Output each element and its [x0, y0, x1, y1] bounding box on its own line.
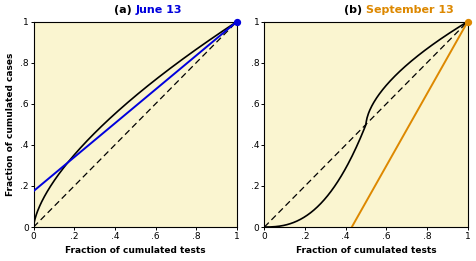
X-axis label: Fraction of cumulated tests: Fraction of cumulated tests: [65, 246, 205, 256]
X-axis label: Fraction of cumulated tests: Fraction of cumulated tests: [295, 246, 436, 256]
Y-axis label: Fraction of cumulated cases: Fraction of cumulated cases: [6, 53, 15, 196]
Point: [233, 20, 240, 24]
Text: (b): (b): [343, 5, 365, 15]
Text: September 13: September 13: [365, 5, 453, 15]
Text: June 13: June 13: [135, 5, 181, 15]
Text: (a): (a): [113, 5, 135, 15]
Point: [463, 20, 471, 24]
